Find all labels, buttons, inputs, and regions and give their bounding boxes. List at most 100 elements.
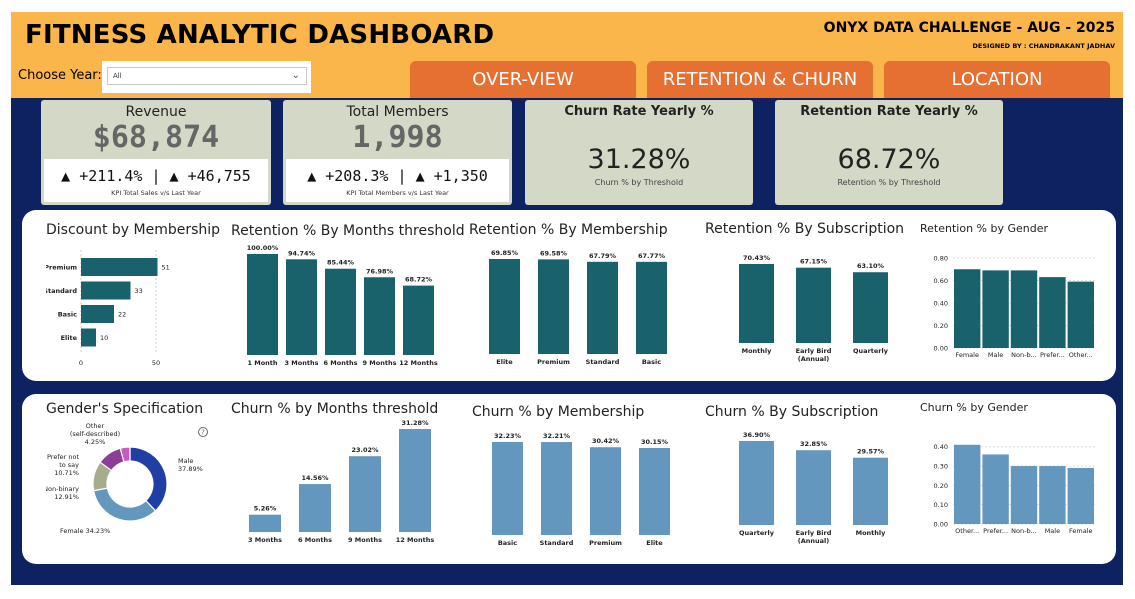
pie-slice — [119, 446, 131, 463]
data-label: 76.98% — [366, 267, 394, 275]
tick-label: 0.60 — [934, 277, 948, 285]
kpi-retention-card: Retention Rate Yearly % 68.72% Retention… — [775, 100, 1003, 205]
kpi-churn-value: 31.28% — [587, 144, 691, 175]
tick-label: Elite — [646, 539, 663, 547]
tick-label: 0.00 — [934, 521, 948, 529]
chart-title: Retention % By Subscription — [705, 221, 905, 237]
tick-label: Prefer... — [1040, 351, 1065, 359]
chart-gender-specification: Gender's Specification Male 37.89% Female … — [43, 401, 226, 556]
chart-churn-by-gender: Churn % by Gender 0.00 0.10 0.20 0.30 0.40 Ot… — [920, 401, 1100, 556]
kpi-members-title: Total Members — [346, 104, 449, 120]
bar — [982, 454, 1009, 524]
chart-title: Churn % By Subscription — [705, 404, 879, 420]
tick-label: Monthly — [742, 347, 773, 355]
kpi-retention-value: 68.72% — [837, 144, 941, 175]
data-label: 85.44% — [327, 259, 355, 267]
data-label: 31.28% — [401, 419, 429, 427]
bar — [796, 450, 831, 525]
tick-label: 3 Months — [248, 536, 282, 544]
bar — [796, 267, 831, 343]
bar — [739, 441, 774, 525]
data-label: 68.72% — [405, 276, 433, 284]
data-label: 22 — [118, 311, 126, 319]
bar — [954, 269, 981, 348]
bar — [247, 254, 278, 355]
data-label: 70.43% — [743, 254, 771, 262]
designer-credit: DESIGNED BY : CHANDRAKANT JADHAV — [972, 42, 1115, 50]
tick-label: 0.20 — [934, 482, 948, 490]
kpi-revenue-title: Revenue — [125, 104, 187, 120]
pie-slice — [92, 487, 157, 522]
tick-label: 6 Months — [324, 359, 358, 367]
chart-retention-by-membership: Retention % By Membership 69.85% Elite 69.… — [469, 222, 689, 372]
bar — [587, 261, 618, 354]
year-dropdown-box[interactable]: All ⌄ — [107, 67, 307, 85]
data-label: 30.42% — [592, 437, 620, 445]
bar — [399, 429, 431, 532]
data-label: 33 — [135, 287, 143, 295]
data-label: 32.85% — [800, 440, 828, 448]
kpi-members-card: Total Members 1,998 ▲ +208.3% | ▲ +1,350… — [283, 100, 512, 205]
tick-label: 9 Months — [348, 536, 382, 544]
data-label: 30.15% — [641, 438, 669, 446]
chart-title: Retention % By Membership — [469, 222, 668, 238]
tick-label: Elite — [496, 358, 513, 366]
tick-label: (Annual) — [798, 355, 829, 363]
bar — [639, 448, 670, 535]
kpi-members-abs: +1,350 — [433, 167, 488, 185]
bar — [403, 285, 434, 355]
tick-label: Premium — [537, 358, 570, 366]
chart-retention-by-gender: Retention % by Gender 0.00 0.20 0.40 0.60 0.… — [920, 222, 1100, 372]
data-label: 67.15% — [800, 258, 828, 266]
year-filter-label: Choose Year: — [18, 68, 102, 83]
tick-label: Female — [1069, 527, 1093, 535]
kpi-retention-sub: Retention % by Threshold — [837, 178, 941, 187]
chart-title: Churn % by Gender — [920, 401, 1028, 414]
chart-churn-by-membership: Churn % by Membership 32.23% Basic 32.21% S… — [472, 404, 692, 559]
help-icon-glyph: ? — [201, 429, 205, 437]
chart-title: Churn % by Membership — [472, 404, 645, 420]
data-label: 36.90% — [743, 431, 771, 439]
tick-label: (Annual) — [798, 537, 829, 545]
tick-label: 9 Months — [363, 359, 397, 367]
tick-label: Non-b... — [1011, 351, 1037, 359]
tab-retention-churn[interactable]: RETENTION & CHURN — [647, 61, 873, 98]
data-label: 51 — [162, 264, 170, 272]
tick-label: Female — [955, 351, 979, 359]
year-dropdown-value: All — [113, 72, 122, 80]
bar — [81, 258, 158, 276]
chart-title: Gender's Specification — [46, 401, 204, 417]
bar — [1010, 466, 1038, 524]
data-label: 67.79% — [589, 252, 617, 260]
kpi-churn-title: Churn Rate Yearly % — [564, 104, 714, 119]
tab-overview[interactable]: OVER-VIEW — [410, 61, 636, 98]
year-dropdown[interactable]: All ⌄ — [102, 61, 311, 93]
chevron-down-icon: ⌄ — [291, 70, 300, 81]
tick-label: Non-b... — [1011, 527, 1037, 535]
data-label: 67.77% — [638, 252, 666, 260]
slice-label: 4.25% — [85, 438, 106, 446]
tick-label: 12 Months — [399, 359, 438, 367]
kpi-revenue-card: Revenue $68,874 ▲ +211.4% | ▲ +46,755 KP… — [41, 100, 271, 205]
kpi-revenue-pct: +211.4% — [79, 167, 143, 185]
bar — [853, 457, 888, 525]
tick-label: 1 Month — [247, 359, 277, 367]
tick-label: 0.80 — [934, 255, 948, 263]
tab-location[interactable]: LOCATION — [884, 61, 1110, 98]
bar — [1010, 270, 1038, 348]
chart-title: Churn % by Months threshold — [231, 401, 439, 417]
up-triangle-icon: ▲ — [415, 167, 425, 185]
slice-label: 37.89% — [178, 465, 203, 473]
help-icon — [198, 427, 208, 437]
tick-label: 0.00 — [934, 345, 948, 353]
bar — [982, 270, 1009, 348]
kpi-revenue-value: $68,874 — [92, 120, 220, 155]
tick-label: Male — [988, 351, 1003, 359]
bar — [1039, 466, 1066, 524]
data-label: 29.57% — [857, 448, 885, 456]
kpi-retention-title: Retention Rate Yearly % — [800, 104, 978, 119]
up-triangle-icon: ▲ — [169, 167, 179, 185]
kpi-members-value: 1,998 — [352, 120, 443, 155]
tick-label: Standard — [586, 358, 620, 366]
tick-label: Other... — [955, 527, 979, 535]
